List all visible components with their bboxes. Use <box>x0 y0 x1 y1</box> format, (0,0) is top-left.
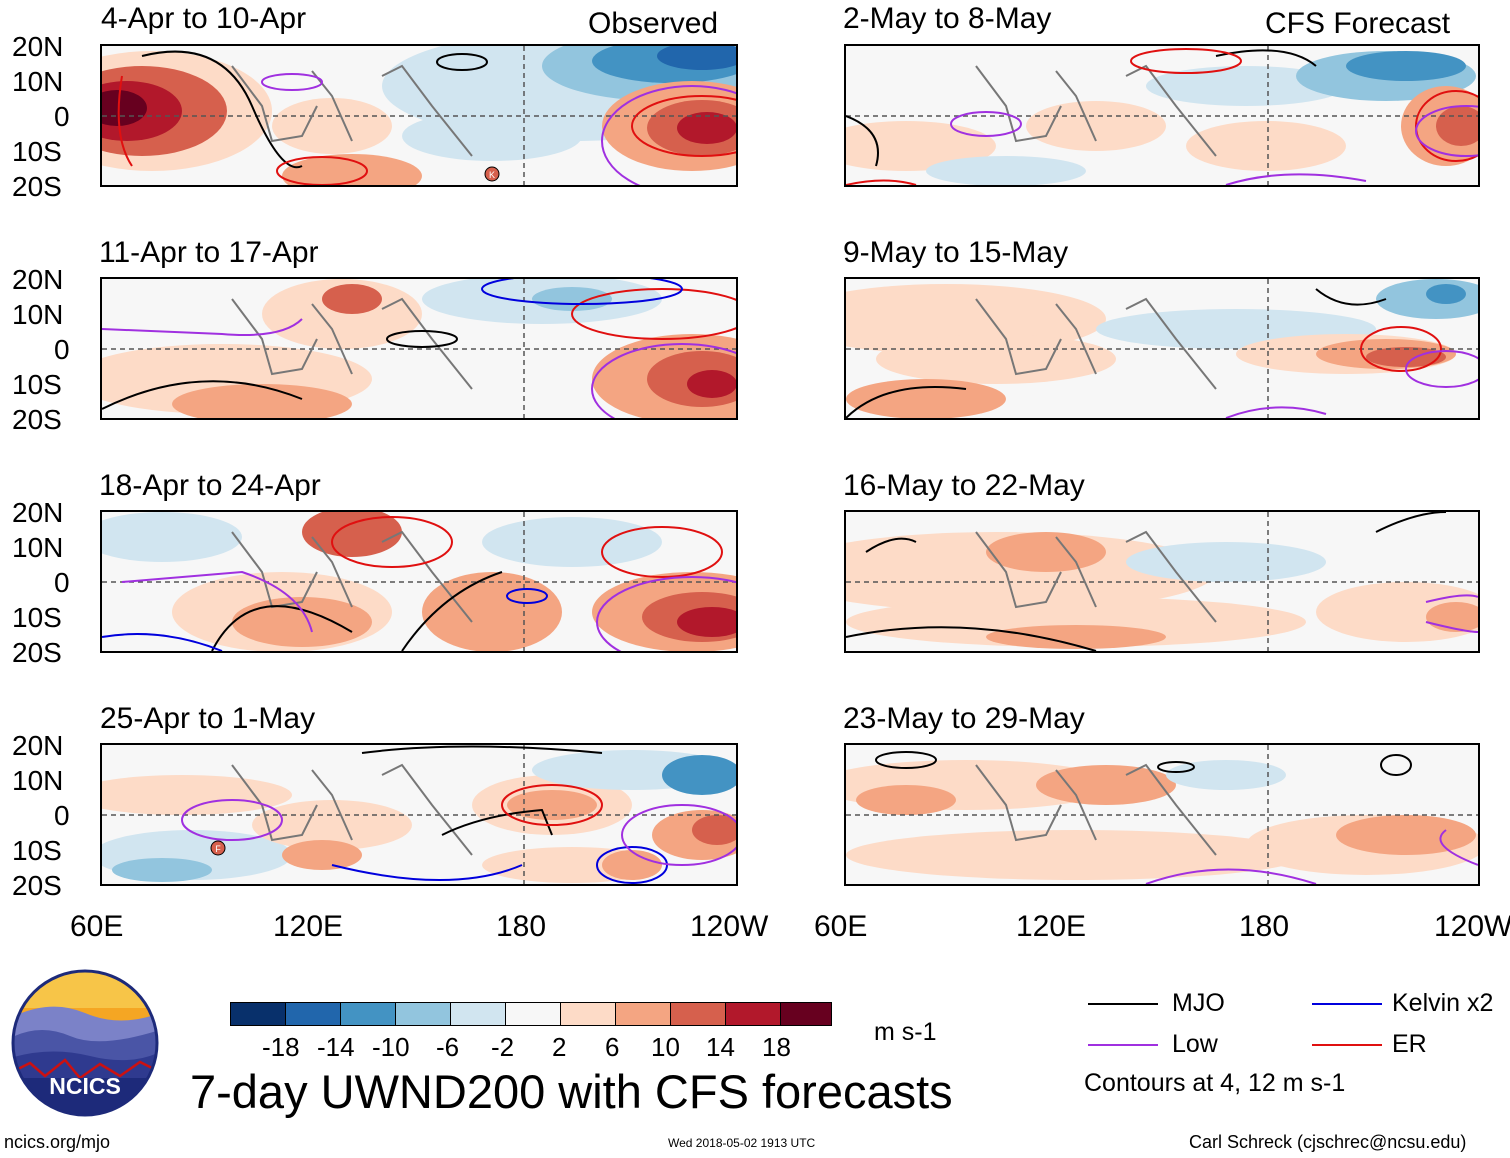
lat-label: 20S <box>12 171 62 202</box>
storm-label-f: F <box>215 844 221 854</box>
obs-panel-4-period: 25-Apr to 1-May <box>100 702 316 735</box>
logo-text: NCICS <box>49 1073 121 1099</box>
lon-label-obs-180: 180 <box>496 910 547 943</box>
lat-label: 20S <box>12 637 62 668</box>
lon-label-obs-120e: 120E <box>273 910 344 943</box>
lon-label-fcst-120w: 120W <box>1434 910 1510 943</box>
colorbar-swatch <box>230 1002 286 1026</box>
lon-label-obs-120w: 120W <box>690 910 769 943</box>
storm-label-k: K <box>489 170 495 180</box>
fcst-map-panel-3 <box>844 510 1480 653</box>
obs-panel-2-period: 11-Apr to 17-Apr <box>99 236 319 269</box>
fcst-panel-1-period: 2-May to 8-May <box>843 2 1052 35</box>
colorbar-tick: -18 <box>262 1032 300 1062</box>
footer-url[interactable]: ncics.org/mjo <box>4 1132 111 1152</box>
obs-map-panel-2 <box>100 277 738 420</box>
colorbar-swatch <box>670 1002 726 1026</box>
colorbar-tick: -6 <box>436 1032 460 1062</box>
lon-label-fcst-120e: 120E <box>1016 910 1087 943</box>
fcst-panel-4-period: 23-May to 29-May <box>843 702 1085 735</box>
legend-kelvin-label: Kelvin x2 <box>1392 989 1494 1017</box>
fcst-map-panel-2 <box>844 277 1480 420</box>
lat-label: 0 <box>54 334 70 365</box>
obs-map-panel-4: F <box>100 743 738 886</box>
lat-label: 20N <box>12 497 64 528</box>
colorbar <box>230 1002 832 1026</box>
colorbar-tick: -10 <box>372 1032 410 1062</box>
colorbar-tick: 6 <box>605 1032 620 1062</box>
legend-er-line <box>1312 1044 1382 1046</box>
legend-contours-note: Contours at 4, 12 m s-1 <box>1084 1069 1346 1097</box>
legend-low-line <box>1088 1044 1158 1046</box>
forecast-column-title: CFS Forecast <box>1265 7 1451 40</box>
observed-column-title: Observed <box>588 7 719 40</box>
colorbar-swatch <box>395 1002 451 1026</box>
colorbar-swatch <box>340 1002 396 1026</box>
lat-label: 10S <box>12 369 62 400</box>
lat-label: 0 <box>54 567 70 598</box>
colorbar-swatch <box>725 1002 781 1026</box>
lat-label: 10N <box>12 66 64 97</box>
lat-label: 0 <box>54 101 70 132</box>
lat-label: 20N <box>12 264 64 295</box>
obs-map-panel-1: K <box>100 44 738 187</box>
colorbar-swatch <box>615 1002 671 1026</box>
legend-low-label: Low <box>1172 1030 1218 1058</box>
fcst-map-panel-4 <box>844 743 1480 886</box>
fcst-panel-2-period: 9-May to 15-May <box>843 236 1069 269</box>
colorbar-units: m s-1 <box>874 1018 937 1046</box>
legend-mjo-line <box>1088 1003 1158 1005</box>
footer-timestamp: Wed 2018-05-02 1913 UTC <box>668 1136 816 1150</box>
obs-map-panel-3 <box>100 510 738 653</box>
main-title: 7-day UWND200 with CFS forecasts <box>190 1065 953 1118</box>
ncics-logo: NCICS <box>10 968 160 1118</box>
obs-panel-3-period: 18-Apr to 24-Apr <box>99 469 321 502</box>
lon-label-fcst-180: 180 <box>1239 910 1290 943</box>
colorbar-tick: 2 <box>552 1032 567 1062</box>
colorbar-tick: 18 <box>762 1032 791 1062</box>
lat-label: 10S <box>12 835 62 866</box>
legend-kelvin-line <box>1312 1003 1382 1005</box>
lat-label: 10N <box>12 299 64 330</box>
lat-label: 20S <box>12 870 62 901</box>
lat-label: 20N <box>12 31 64 62</box>
fcst-map-panel-1 <box>844 44 1480 187</box>
colorbar-swatch <box>780 1002 832 1026</box>
lat-label: 0 <box>54 800 70 831</box>
obs-panel-1-period: 4-Apr to 10-Apr <box>101 2 307 35</box>
lat-label: 20N <box>12 730 64 761</box>
colorbar-swatch <box>560 1002 616 1026</box>
colorbar-swatch <box>505 1002 561 1026</box>
colorbar-tick: 10 <box>651 1032 680 1062</box>
fcst-panel-3-period: 16-May to 22-May <box>843 469 1085 502</box>
lat-label: 10N <box>12 765 64 796</box>
footer-credit: Carl Schreck (cjschrec@ncsu.edu) <box>1189 1132 1467 1152</box>
lat-label: 10S <box>12 136 62 167</box>
colorbar-tick: 14 <box>706 1032 735 1062</box>
colorbar-tick: -14 <box>317 1032 355 1062</box>
legend-er-label: ER <box>1392 1030 1427 1058</box>
legend-mjo-label: MJO <box>1172 989 1225 1017</box>
lon-label-obs-60e: 60E <box>70 910 124 943</box>
colorbar-swatch <box>285 1002 341 1026</box>
lat-label: 10S <box>12 602 62 633</box>
lat-label: 20S <box>12 404 62 435</box>
lat-label: 10N <box>12 532 64 563</box>
colorbar-tick: -2 <box>491 1032 515 1062</box>
colorbar-swatch <box>450 1002 506 1026</box>
lon-label-fcst-60e: 60E <box>814 910 868 943</box>
